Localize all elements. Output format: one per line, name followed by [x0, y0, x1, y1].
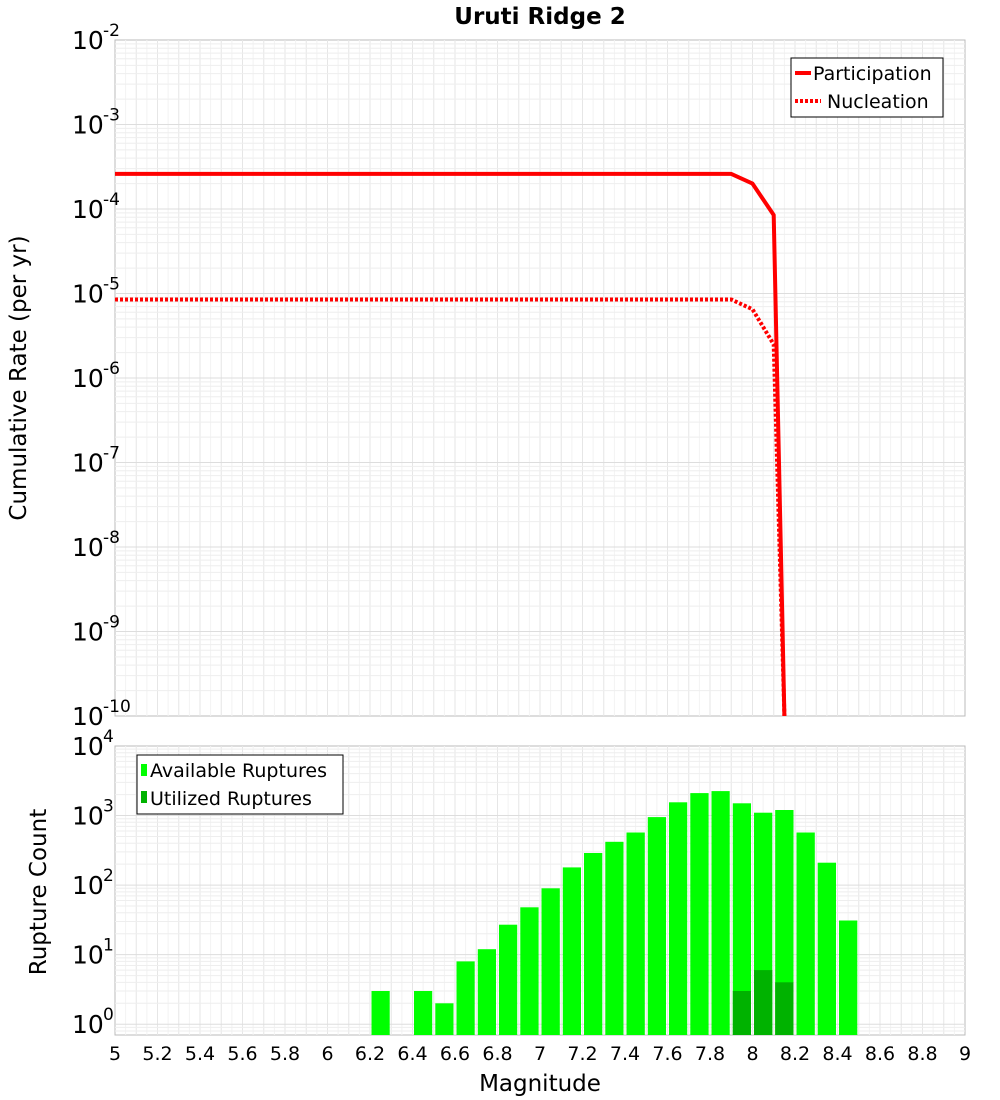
rate-y-tick-label: 10: [72, 533, 104, 562]
legend-swatch-available: [141, 764, 147, 776]
x-tick-label: 8.2: [780, 1043, 810, 1065]
legend-swatch-utilized: [141, 791, 147, 803]
legend-label-participation: Participation: [813, 63, 932, 85]
rate-y-tick-label: 10: [72, 111, 104, 140]
available-rupture-bar: [414, 991, 433, 1035]
count-y-axis-label: Rupture Count: [26, 809, 52, 975]
rate-legend: Participation Nucleation: [790, 57, 944, 118]
chart-title: Uruti Ridge 2: [454, 4, 625, 30]
rate-legend-box: [790, 57, 944, 118]
rate-y-axis-label: Cumulative Rate (per yr): [6, 235, 32, 520]
count-y-tick-exponent: 1: [103, 936, 114, 956]
nucleation-line: [115, 297, 787, 717]
rate-y-tick-label: 10: [72, 280, 104, 309]
legend-label-nucleation: Nucleation: [827, 91, 929, 113]
x-tick-label: 5.8: [270, 1043, 300, 1065]
rate-gridlines: [115, 40, 965, 716]
count-y-tick-label: 10: [72, 1010, 104, 1039]
rate-y-tick-label: 10: [72, 449, 104, 478]
x-tick-label: 7.4: [610, 1043, 640, 1065]
available-rupture-bar: [647, 817, 666, 1035]
rate-series: [115, 171, 787, 717]
x-tick-label: 6.8: [482, 1043, 512, 1065]
rate-panel: 10-210-310-410-510-610-710-810-910-10 Cu…: [6, 21, 966, 731]
rate-y-tick-label: 10: [72, 26, 104, 55]
available-rupture-bar: [711, 791, 730, 1035]
rate-y-tick-exponent: -7: [103, 444, 120, 464]
utilized-rupture-bar: [775, 982, 794, 1035]
rate-y-tick-label: 10: [72, 364, 104, 393]
participation-line: [115, 171, 787, 717]
x-tick-label: 7.6: [652, 1043, 682, 1065]
x-tick-label: 8: [746, 1043, 758, 1065]
available-rupture-bar: [541, 888, 560, 1035]
rate-y-tick-exponent: -3: [103, 106, 120, 126]
x-tick-label: 6.6: [440, 1043, 470, 1065]
x-tick-label: 8.8: [907, 1043, 937, 1065]
count-legend-box: [136, 754, 344, 815]
utilized-rupture-bar: [754, 970, 773, 1035]
count-bars: [371, 791, 858, 1035]
x-tick-label: 7: [534, 1043, 546, 1065]
x-tick-label: 8.4: [822, 1043, 852, 1065]
count-y-tick-label: 10: [72, 802, 104, 831]
x-tick-label: 8.6: [865, 1043, 895, 1065]
x-tick-label: 9: [959, 1043, 971, 1065]
rate-y-tick-exponent: -2: [103, 21, 120, 41]
available-rupture-bar: [477, 949, 496, 1035]
rate-y-tick-label: 10: [72, 618, 104, 647]
available-rupture-bar: [435, 1003, 454, 1035]
available-rupture-bar: [839, 920, 858, 1035]
available-rupture-bar: [626, 832, 645, 1035]
rate-y-tick-exponent: -6: [103, 359, 120, 379]
count-x-tick-labels: 5 5.2 5.4 5.6 5.8 6 6.2 6.4 6.6 6.8 7 7.2 7.4 7.6 7.8 8…: [109, 1043, 971, 1065]
count-y-tick-exponent: 2: [103, 866, 114, 886]
count-y-tick-exponent: 3: [103, 797, 114, 817]
x-axis-label: Magnitude: [479, 1071, 601, 1097]
count-y-tick-label: 10: [72, 941, 104, 970]
available-rupture-bar: [669, 802, 688, 1035]
count-y-tick-label: 10: [72, 732, 104, 761]
count-legend: Available Ruptures Utilized Ruptures: [136, 754, 344, 815]
x-tick-label: 7.2: [567, 1043, 597, 1065]
available-rupture-bar: [584, 853, 603, 1035]
x-tick-label: 5: [109, 1043, 121, 1065]
count-y-tick-label: 10: [72, 871, 104, 900]
available-rupture-bar: [605, 841, 624, 1035]
x-tick-label: 6.2: [355, 1043, 385, 1065]
x-tick-label: 5.4: [185, 1043, 215, 1065]
count-y-tick-exponent: 4: [103, 727, 114, 747]
available-rupture-bar: [562, 867, 581, 1035]
rate-y-tick-exponent: -5: [103, 275, 120, 295]
available-rupture-bar: [371, 991, 390, 1035]
rate-y-tick-labels: 10-210-310-410-510-610-710-810-910-10: [72, 21, 131, 731]
available-rupture-bar: [796, 832, 815, 1035]
available-rupture-bar: [690, 793, 709, 1035]
available-rupture-bar: [456, 961, 475, 1035]
available-rupture-bar: [499, 924, 518, 1035]
legend-label-utilized: Utilized Ruptures: [150, 788, 312, 810]
x-tick-label: 6: [321, 1043, 333, 1065]
rate-y-tick-exponent: -8: [103, 528, 120, 548]
available-rupture-bar: [817, 862, 836, 1035]
rate-y-tick-exponent: -4: [103, 190, 120, 210]
available-rupture-bar: [732, 803, 751, 1035]
count-y-tick-exponent: 0: [103, 1005, 114, 1025]
available-rupture-bar: [775, 810, 794, 1035]
rate-y-tick-exponent: -10: [103, 697, 131, 717]
rate-y-tick-label: 10: [72, 702, 104, 731]
x-tick-label: 7.8: [695, 1043, 725, 1065]
x-tick-label: 5.6: [227, 1043, 257, 1065]
x-tick-label: 5.2: [142, 1043, 172, 1065]
available-rupture-bar: [520, 907, 539, 1035]
legend-label-available: Available Ruptures: [150, 760, 327, 782]
rate-y-tick-exponent: -9: [103, 613, 120, 633]
utilized-rupture-bar: [732, 991, 751, 1035]
rate-y-tick-label: 10: [72, 195, 104, 224]
x-tick-label: 6.4: [397, 1043, 427, 1065]
